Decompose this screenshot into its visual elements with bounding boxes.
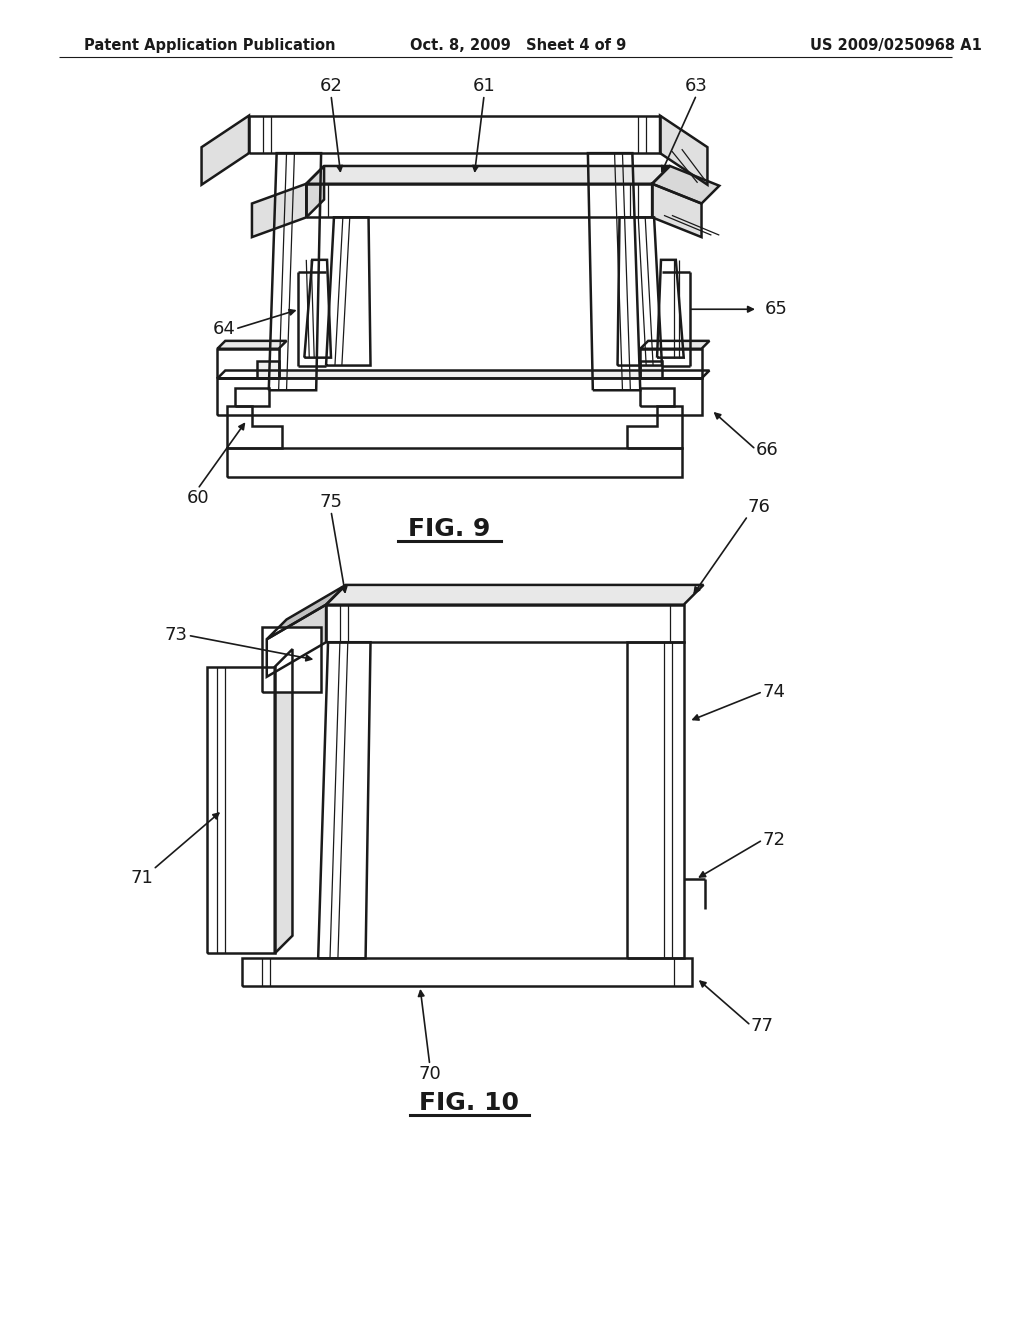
Polygon shape xyxy=(217,379,701,414)
Polygon shape xyxy=(217,341,287,348)
Polygon shape xyxy=(628,407,682,447)
Polygon shape xyxy=(640,388,674,407)
Polygon shape xyxy=(267,585,346,639)
Polygon shape xyxy=(208,667,274,953)
Text: 60: 60 xyxy=(186,490,209,507)
Text: 71: 71 xyxy=(130,870,154,887)
Text: US 2009/0250968 A1: US 2009/0250968 A1 xyxy=(810,38,982,53)
Polygon shape xyxy=(227,447,682,478)
Text: FIG. 10: FIG. 10 xyxy=(419,1090,519,1114)
Text: 64: 64 xyxy=(212,319,236,338)
Text: 66: 66 xyxy=(756,441,778,458)
Polygon shape xyxy=(640,341,710,348)
Polygon shape xyxy=(318,643,371,958)
Polygon shape xyxy=(227,407,282,447)
Polygon shape xyxy=(660,116,708,185)
Polygon shape xyxy=(202,116,249,185)
Text: Patent Application Publication: Patent Application Publication xyxy=(84,38,336,53)
Text: 75: 75 xyxy=(319,492,342,511)
Polygon shape xyxy=(326,218,371,366)
Polygon shape xyxy=(236,388,268,407)
Polygon shape xyxy=(217,348,279,379)
Polygon shape xyxy=(306,183,652,218)
Polygon shape xyxy=(326,605,684,643)
Polygon shape xyxy=(326,585,703,605)
Text: 76: 76 xyxy=(748,498,771,516)
Text: 63: 63 xyxy=(685,77,708,95)
Text: 74: 74 xyxy=(763,682,785,701)
Polygon shape xyxy=(306,166,670,183)
Polygon shape xyxy=(268,153,322,391)
Polygon shape xyxy=(628,643,684,958)
Polygon shape xyxy=(306,166,324,218)
Text: 73: 73 xyxy=(165,626,187,644)
Polygon shape xyxy=(652,183,701,238)
Text: 61: 61 xyxy=(473,77,496,95)
Polygon shape xyxy=(242,958,691,986)
Text: FIG. 9: FIG. 9 xyxy=(409,516,490,541)
Polygon shape xyxy=(249,116,660,153)
Polygon shape xyxy=(652,166,719,203)
Text: 72: 72 xyxy=(763,830,785,849)
Polygon shape xyxy=(262,627,322,692)
Polygon shape xyxy=(304,260,331,358)
Text: Oct. 8, 2009   Sheet 4 of 9: Oct. 8, 2009 Sheet 4 of 9 xyxy=(410,38,627,53)
Text: 65: 65 xyxy=(765,300,787,318)
Polygon shape xyxy=(657,260,684,358)
Polygon shape xyxy=(640,348,701,379)
Text: 62: 62 xyxy=(319,77,342,95)
Polygon shape xyxy=(217,371,710,379)
Polygon shape xyxy=(640,360,662,379)
Polygon shape xyxy=(588,153,640,391)
Polygon shape xyxy=(252,183,306,238)
Text: 77: 77 xyxy=(751,1016,774,1035)
Polygon shape xyxy=(274,649,293,953)
Polygon shape xyxy=(267,605,326,677)
Polygon shape xyxy=(617,218,662,366)
Polygon shape xyxy=(257,360,279,379)
Text: 70: 70 xyxy=(419,1065,441,1084)
